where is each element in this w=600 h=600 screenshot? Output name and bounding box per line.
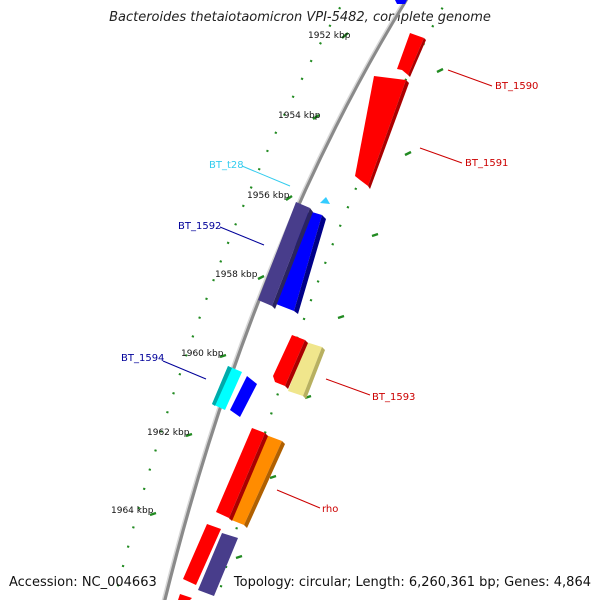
gene-red-4[interactable] bbox=[178, 594, 192, 600]
gene-label-bt-1594[interactable]: BT_1594 bbox=[121, 353, 164, 364]
gene-label-bt-t28[interactable]: BT_t28 bbox=[209, 160, 244, 171]
tick-mark bbox=[219, 353, 227, 359]
leader-bt-1593 bbox=[325, 378, 371, 396]
tick-mark bbox=[312, 114, 320, 120]
gene-labels: BT_1590 BT_1591 BT_t28 BT_1592 BT_1593 B… bbox=[121, 81, 538, 515]
leader-bt-1590 bbox=[447, 69, 493, 87]
gene-label-bt-1591[interactable]: BT_1591 bbox=[465, 158, 508, 169]
tick-mark bbox=[371, 232, 379, 238]
gene-red-2-shade bbox=[229, 433, 268, 521]
accession-label: Accession: NC_004663 bbox=[9, 575, 157, 590]
gene-leader-lines bbox=[162, 69, 493, 509]
gene-red-3[interactable] bbox=[183, 524, 221, 585]
tick-label: 1960 kbp bbox=[181, 349, 224, 359]
leader-bt-1594 bbox=[162, 360, 207, 380]
tick-mark bbox=[149, 511, 157, 517]
gene-label-bt-1590[interactable]: BT_1590 bbox=[495, 81, 538, 92]
gene-bt-1591[interactable] bbox=[355, 76, 406, 186]
tick-labels: 1952 kbp 1954 kbp 1956 kbp 1958 kbp 1960… bbox=[111, 31, 351, 516]
tick-label: 1952 kbp bbox=[308, 31, 351, 41]
gene-bt-1593-shade bbox=[303, 347, 325, 399]
leader-bt-1592 bbox=[219, 226, 265, 246]
tick-mark bbox=[404, 150, 412, 157]
gene-bt-1592-shade bbox=[272, 208, 313, 309]
tick-mark bbox=[185, 432, 193, 438]
forward-strand-genes bbox=[198, 0, 426, 596]
tick-mark bbox=[337, 314, 345, 320]
gene-red-1-shade bbox=[285, 340, 308, 389]
leader-bt-t28 bbox=[241, 165, 291, 187]
gene-bt-1594-shade bbox=[212, 366, 232, 406]
gene-blue-small[interactable] bbox=[230, 376, 257, 417]
gene-red-2[interactable] bbox=[216, 428, 265, 518]
genome-summary: Topology: circular; Length: 6,260,361 bp… bbox=[233, 575, 591, 590]
tick-label: 1954 kbp bbox=[278, 111, 321, 121]
gene-bt-1590[interactable] bbox=[397, 33, 424, 75]
gene-bt-1593[interactable] bbox=[288, 342, 322, 396]
gene-bt-1590-shade bbox=[408, 38, 426, 77]
outer-major-ticks bbox=[235, 67, 444, 560]
tick-mark bbox=[285, 195, 293, 201]
tick-label: 1962 kbp bbox=[147, 428, 190, 438]
gene-label-rho[interactable]: rho bbox=[322, 504, 338, 515]
inner-strand-genes bbox=[178, 202, 313, 600]
leader-rho bbox=[276, 489, 321, 509]
gene-rho-shade bbox=[244, 441, 285, 528]
tick-mark bbox=[436, 67, 444, 74]
gene-label-bt-1593[interactable]: BT_1593 bbox=[372, 392, 415, 403]
gene-bt-t28[interactable] bbox=[320, 197, 330, 204]
gene-blue-reverse[interactable] bbox=[276, 212, 322, 311]
leader-bt-1591 bbox=[419, 147, 463, 164]
tick-mark bbox=[257, 274, 265, 281]
tick-mark bbox=[269, 474, 277, 480]
gene-partial-top[interactable] bbox=[395, 0, 407, 4]
genome-backbone-highlight bbox=[161, 0, 405, 600]
gene-bt-1592[interactable] bbox=[258, 202, 310, 306]
tick-label: 1956 kbp bbox=[247, 191, 290, 201]
gene-bt-1594[interactable] bbox=[212, 366, 242, 410]
tick-mark bbox=[341, 32, 349, 39]
tick-label: 1964 kbp bbox=[111, 506, 154, 516]
gene-bt-1591-shade bbox=[368, 80, 409, 189]
tick-mark bbox=[235, 554, 243, 560]
gene-blue-reverse-shade bbox=[294, 215, 326, 314]
tick-label: 1958 kbp bbox=[215, 270, 258, 280]
major-ticks bbox=[149, 32, 349, 517]
gene-rho[interactable] bbox=[229, 435, 282, 525]
gene-label-bt-1592[interactable]: BT_1592 bbox=[178, 221, 221, 232]
gene-red-1[interactable] bbox=[273, 335, 305, 386]
gene-bottom-purple[interactable] bbox=[198, 533, 238, 596]
